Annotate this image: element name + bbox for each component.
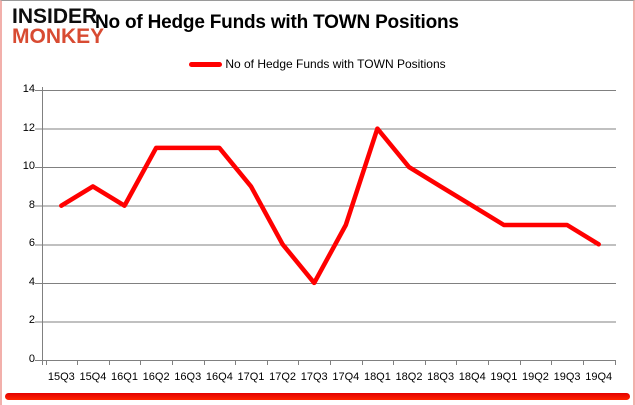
y-tick-label: 10: [22, 160, 35, 173]
legend: No of Hedge Funds with TOWN Positions: [2, 57, 633, 71]
y-tick-label: 6: [28, 237, 35, 250]
logo-text-monkey: MONKEY: [12, 25, 105, 48]
x-tick-label: 16Q2: [142, 371, 170, 383]
x-tick-label: 19Q3: [553, 371, 581, 383]
legend-line-swatch: [189, 61, 223, 67]
y-tick-label: 4: [28, 275, 35, 288]
x-tick-label: 18Q1: [363, 371, 391, 383]
insider-monkey-logo: INSIDER MONKEY: [12, 6, 104, 48]
x-tick-label: 19Q2: [522, 371, 549, 383]
x-tick-label: 17Q2: [269, 371, 297, 383]
legend-label: No of Hedge Funds with TOWN Positions: [225, 57, 446, 71]
bottom-red-bar: [5, 393, 630, 400]
x-tick-label: 19Q1: [490, 371, 518, 383]
x-tick-label: 17Q1: [237, 371, 265, 383]
x-tick-label: 17Q4: [332, 371, 360, 383]
x-tick-label: 18Q4: [458, 371, 486, 383]
logo-text-insider: INSIDER: [12, 5, 98, 28]
x-tick-label: 16Q1: [111, 371, 138, 383]
x-tick-label: 18Q2: [395, 371, 423, 383]
y-tick-label: 14: [22, 83, 35, 95]
y-tick-label: 8: [28, 198, 35, 211]
y-tick-label: 0: [28, 353, 35, 365]
x-tick-label: 15Q3: [47, 371, 75, 383]
x-tick-label: 17Q3: [300, 371, 328, 383]
x-tick-label: 18Q3: [427, 371, 455, 383]
series-line: [59, 126, 601, 286]
x-tick-label: 16Q3: [174, 371, 202, 383]
x-tick-label: 15Q4: [79, 371, 107, 383]
x-tick-label: 19Q4: [585, 371, 613, 383]
x-tick-label: 16Q4: [205, 371, 233, 383]
y-tick-label: 12: [22, 121, 35, 134]
y-tick-label: 2: [28, 314, 35, 327]
chart-title: No of Hedge Funds with TOWN Positions: [95, 12, 459, 33]
